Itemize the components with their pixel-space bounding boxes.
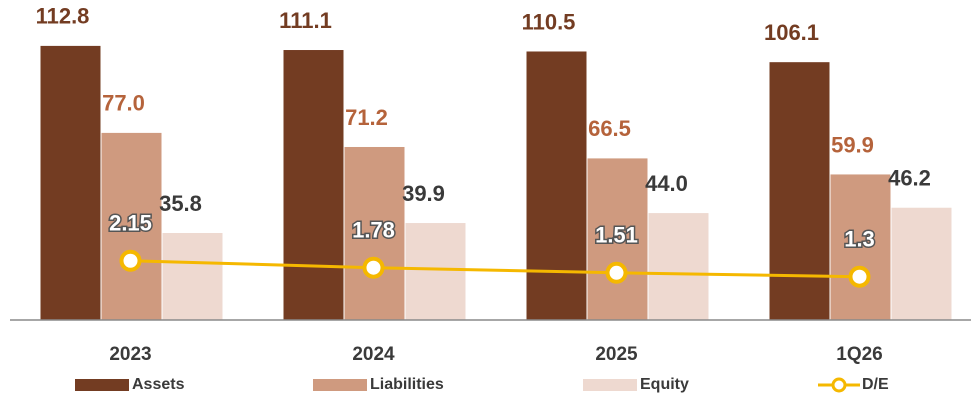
value-label: 1.3 bbox=[844, 227, 875, 252]
value-label: 111.1 bbox=[279, 8, 332, 33]
value-label: 39.9 bbox=[402, 181, 445, 206]
legend-swatch bbox=[313, 379, 367, 391]
value-label: 35.8 bbox=[159, 191, 202, 216]
bar bbox=[40, 45, 101, 321]
bar bbox=[405, 223, 466, 320]
value-label: 59.9 bbox=[831, 132, 874, 157]
bar bbox=[101, 132, 162, 320]
value-label: 2.15 bbox=[109, 211, 152, 236]
bar bbox=[648, 213, 709, 320]
line-marker bbox=[605, 261, 628, 284]
x-tick-label: 2025 bbox=[595, 344, 638, 365]
x-tick-label: 2023 bbox=[109, 344, 151, 365]
value-label: 106.1 bbox=[764, 20, 819, 45]
value-label: 77.0 bbox=[102, 91, 145, 116]
legend-swatch bbox=[831, 377, 847, 393]
bar bbox=[587, 158, 648, 320]
value-label: 112.8 bbox=[36, 4, 90, 29]
line-marker bbox=[848, 265, 871, 288]
value-label: 71.2 bbox=[345, 105, 388, 130]
bar bbox=[891, 207, 952, 320]
value-label: 1.51 bbox=[595, 223, 638, 248]
bar bbox=[283, 50, 344, 320]
line-marker bbox=[362, 256, 385, 279]
value-label: 66.5 bbox=[588, 116, 631, 141]
value-label: 1.78 bbox=[352, 218, 395, 243]
legend-label: D/E bbox=[862, 376, 889, 393]
legend-swatch bbox=[583, 379, 637, 391]
value-label: 44.0 bbox=[645, 171, 688, 196]
value-label: 46.2 bbox=[888, 166, 931, 191]
x-tick-label: 2024 bbox=[352, 344, 395, 365]
legend-label: Equity bbox=[640, 376, 689, 393]
bar bbox=[162, 233, 223, 320]
bar bbox=[526, 51, 587, 321]
bar bbox=[769, 62, 830, 320]
bar bbox=[830, 174, 891, 320]
line-marker bbox=[119, 249, 142, 272]
legend-label: Liabilities bbox=[370, 376, 444, 393]
value-label: 110.5 bbox=[522, 9, 576, 34]
x-tick-label: 1Q26 bbox=[836, 344, 882, 365]
legend-swatch bbox=[75, 379, 129, 391]
legend-label: Assets bbox=[132, 376, 185, 393]
bar bbox=[344, 146, 405, 320]
line bbox=[130, 259, 860, 279]
